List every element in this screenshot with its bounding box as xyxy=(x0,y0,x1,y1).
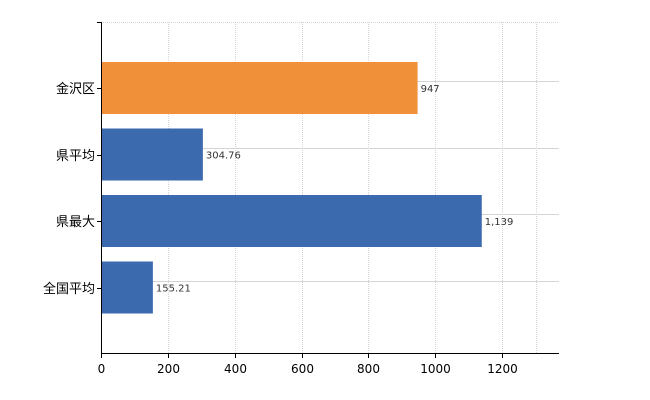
category-label: 金沢区 xyxy=(56,81,95,97)
data-label: 1,139 xyxy=(485,217,514,228)
x-tick-label: 600 xyxy=(291,362,314,376)
axes xyxy=(97,22,559,358)
x-tick-label: 1200 xyxy=(487,362,518,376)
data-label: 304.76 xyxy=(206,151,241,162)
category-label: 県平均 xyxy=(56,149,95,164)
bar xyxy=(102,195,482,247)
bar xyxy=(102,62,418,114)
data-label: 947 xyxy=(421,84,440,95)
bars xyxy=(102,62,482,314)
x-tick-label: 800 xyxy=(357,362,380,376)
category-label: 県最大 xyxy=(56,215,95,230)
x-tick-label: 1000 xyxy=(420,362,451,376)
x-tick-label: 200 xyxy=(157,362,180,376)
category-label: 全国平均 xyxy=(43,281,95,297)
x-tick-label: 400 xyxy=(224,362,247,376)
x-tick-label: 0 xyxy=(98,362,106,376)
bar xyxy=(102,128,203,181)
data-label: 155.21 xyxy=(156,284,191,295)
bar xyxy=(102,261,153,314)
